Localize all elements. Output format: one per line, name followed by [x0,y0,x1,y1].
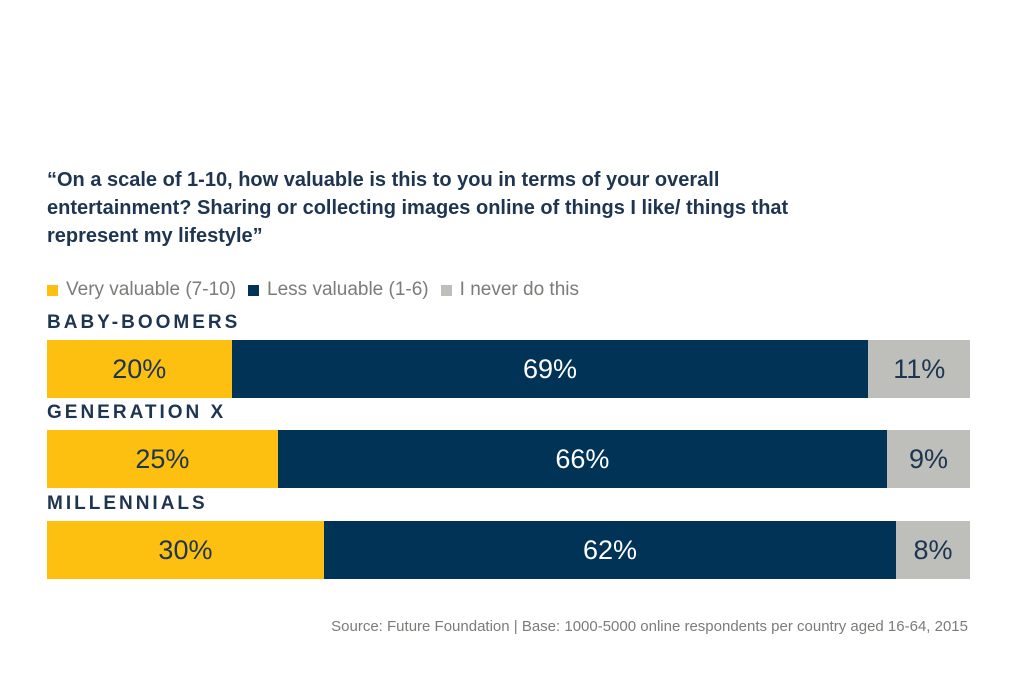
bar-segment: 20% [47,340,232,398]
category-label: GENERATION X [47,402,227,423]
legend-item: I never do this [440,279,579,301]
legend-swatch [248,284,260,296]
legend-swatch [47,284,58,296]
bar-segment: 9% [886,430,970,488]
bar-segment: 66% [277,430,887,488]
legend-item: Very valuable (7-10) [47,279,236,301]
bar-segment: 69% [231,340,869,398]
legend-label: Less valuable (1-6) [267,279,429,300]
legend: Very valuable (7-10) Less valuable (1-6) I… [47,279,579,301]
bar-segment: 62% [323,521,897,579]
chart-title: “On a scale of 1-10, how valuable is thi… [47,169,789,247]
stacked-bar: 30% 62% 8% [47,521,970,579]
legend-swatch [440,284,452,296]
source-note: Source: Future Foundation | Base: 1000-5… [331,618,968,635]
legend-label: Very valuable (7-10) [66,279,237,300]
category-label: MILLENNIALS [47,493,208,514]
bar-segment: 11% [868,340,970,398]
stacked-bar: 20% 69% 11% [47,340,970,398]
legend-label: I never do this [459,279,579,300]
bar-segment: 8% [896,521,970,579]
category-label: BABY-BOOMERS [47,312,241,333]
legend-item: Less valuable (1-6) [248,279,429,301]
bar-segment: 30% [47,521,324,579]
bar-segment: 25% [47,430,278,488]
stacked-bar: 25% 66% 9% [47,430,970,488]
